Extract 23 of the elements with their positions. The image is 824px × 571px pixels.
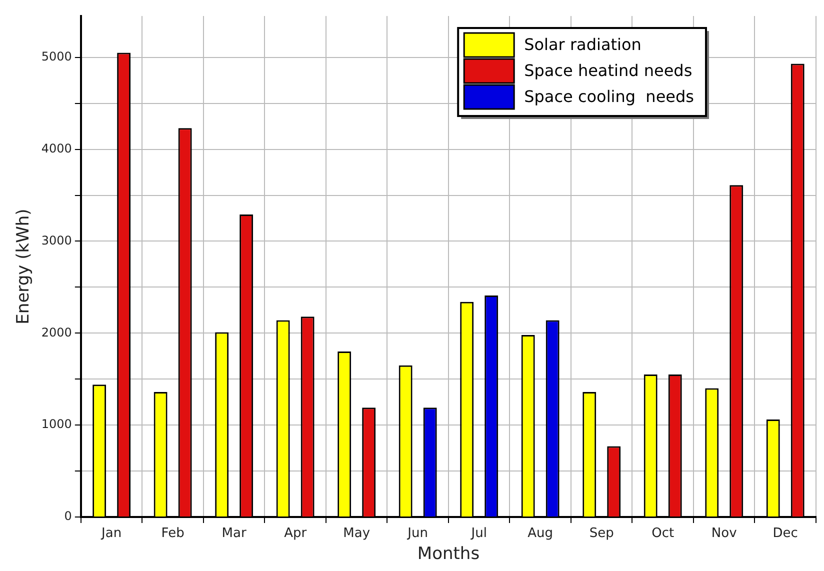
y-tick-label: 0: [64, 509, 72, 524]
y-tick-label: 1000: [41, 417, 72, 432]
x-tick-label: Aug: [528, 526, 554, 542]
x-tick-label: Feb: [161, 526, 184, 542]
legend-label: Space cooling needs: [524, 87, 694, 106]
x-tick-label: Jun: [406, 526, 428, 542]
x-tick-label: Dec: [772, 526, 798, 542]
x-tick-label: Mar: [222, 526, 247, 542]
x-tick-label: Sep: [589, 526, 614, 542]
y-tick-label: 4000: [41, 141, 72, 156]
x-tick-label: Nov: [711, 526, 738, 542]
x-tick-label: Oct: [652, 526, 674, 542]
x-tick-label: Jan: [100, 526, 122, 542]
y-tick-label: 3000: [41, 233, 72, 248]
x-tick-label: Jul: [470, 526, 487, 542]
legend-label: Solar radiation: [524, 35, 642, 54]
y-tick-label: 5000: [41, 49, 72, 64]
x-axis-title: Months: [417, 544, 480, 564]
x-tick-label: May: [343, 526, 370, 542]
x-tick-label: Apr: [284, 526, 308, 542]
y-axis-title: Energy (kWh): [14, 208, 34, 324]
legend-label: Space heatind needs: [524, 61, 692, 80]
y-tick-label: 2000: [41, 325, 72, 340]
